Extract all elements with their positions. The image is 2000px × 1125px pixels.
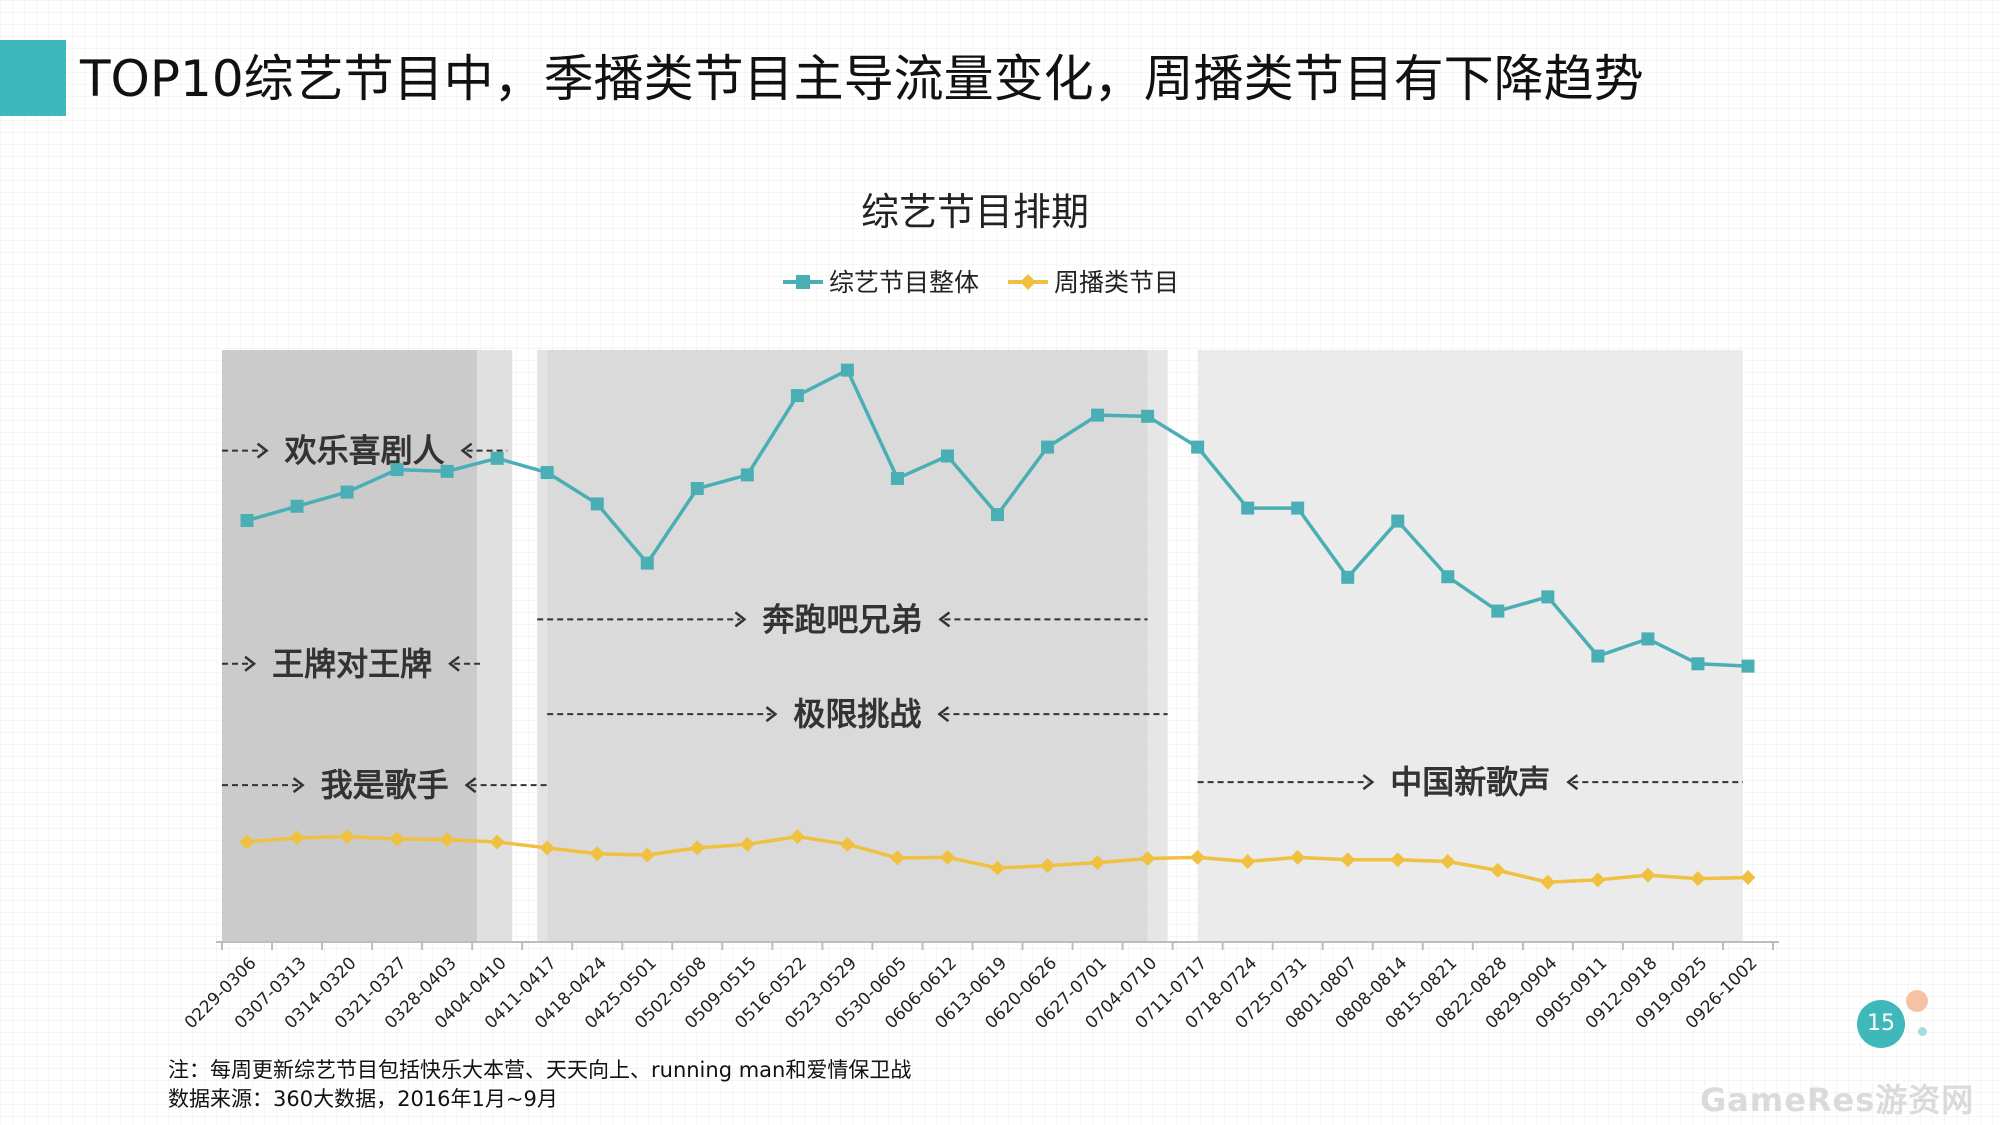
series-0-point	[1291, 501, 1305, 515]
annotation-arrow-left	[937, 706, 950, 723]
series-0-point	[1341, 570, 1355, 584]
annotation-label-0: 欢乐喜剧人	[284, 432, 445, 470]
series-0-point	[1691, 657, 1705, 671]
legend-marker-0	[796, 275, 810, 289]
series-1-point	[1190, 849, 1206, 865]
annotation-arrow-right	[1362, 774, 1375, 791]
series-0-point	[1541, 590, 1555, 604]
annotation-arrow-left	[448, 655, 460, 672]
series-1-point	[539, 840, 555, 856]
watermark-logo: GameRes游资网	[1700, 1081, 1975, 1119]
series-0-point	[790, 389, 804, 403]
series-0-point	[1641, 632, 1655, 646]
annotation-label-5: 中国新歌声	[1390, 763, 1550, 801]
decor-dot-teal	[1918, 1027, 1927, 1036]
decor-dot-orange	[1906, 990, 1928, 1012]
series-0-point	[1741, 659, 1755, 673]
series-0-point	[240, 513, 254, 527]
series-0-point	[1141, 409, 1155, 423]
series-0-point	[1491, 604, 1505, 618]
series-1-point	[889, 850, 905, 866]
series-1-point	[439, 832, 455, 848]
series-1-point	[589, 846, 605, 862]
series-1-point	[939, 849, 955, 865]
footnotes: 注：每周更新综艺节目包括快乐大本营、天天向上、running man和爱情保卫战…	[168, 1056, 911, 1114]
shaded-period-1	[477, 350, 513, 942]
annotation-arrow-right	[244, 655, 257, 672]
annotation-label-3: 奔跑吧兄弟	[762, 600, 922, 638]
series-0-point	[390, 463, 404, 477]
series-1-point	[789, 829, 805, 845]
annotation-arrow-left	[938, 611, 951, 628]
annotation-label-1: 王牌对王牌	[272, 645, 432, 683]
chart-title: 综艺节目排期	[861, 190, 1089, 234]
series-1-point	[1640, 867, 1656, 883]
series-1-point	[639, 847, 655, 863]
series-1-point	[1740, 869, 1756, 885]
series-0-point	[590, 497, 604, 511]
series-1-point	[239, 834, 255, 850]
series-0-point	[540, 466, 554, 480]
series-0-point	[991, 508, 1004, 522]
shaded-period-2	[537, 350, 548, 942]
series-1-point	[1340, 852, 1356, 868]
legend-label-1: 周播类节目	[1054, 268, 1179, 297]
series-0-point	[1041, 440, 1055, 454]
series-0-point	[890, 471, 904, 485]
series-0-point	[940, 449, 954, 463]
series-1-point	[990, 860, 1005, 876]
series-0-point	[1591, 649, 1605, 663]
series-1-point	[1140, 851, 1156, 867]
annotation-arrow-left	[464, 777, 477, 794]
title-accent-bar	[0, 40, 66, 116]
series-0-point	[1191, 440, 1205, 454]
slide-title: TOP10综艺节目中，季播类节目主导流量变化，周播类节目有下降趋势	[80, 50, 1644, 108]
shaded-period-5	[1197, 350, 1743, 942]
series-0-point	[290, 499, 304, 513]
legend-label-0: 综艺节目整体	[829, 268, 979, 297]
series-1-point	[739, 836, 755, 852]
annotation-arrow-right	[292, 777, 305, 794]
series-1-point	[1690, 871, 1706, 887]
series-1-point	[689, 840, 705, 856]
series-1-point	[1440, 853, 1456, 869]
series-1-point	[1290, 849, 1306, 865]
series-0-point	[1391, 514, 1405, 528]
series-0-point	[440, 464, 454, 478]
series-0-point	[490, 451, 504, 465]
series-0-point	[740, 468, 754, 482]
annotation-arrow-right	[734, 611, 747, 628]
legend-marker-1	[1020, 274, 1036, 290]
series-0-point	[1241, 501, 1255, 515]
series-1-point	[1590, 872, 1606, 888]
series-1-point	[489, 834, 505, 850]
series-0-point	[1441, 570, 1455, 584]
series-1-point	[289, 830, 305, 846]
annotation-label-4: 极限挑战	[793, 695, 921, 733]
series-1-point	[1390, 852, 1406, 868]
footnote-source: 数据来源：360大数据，2016年1月~9月	[168, 1087, 558, 1111]
series-1-point	[839, 836, 855, 852]
series-1-point	[1240, 853, 1256, 869]
series-0-point	[690, 482, 704, 496]
series-0-point	[340, 485, 354, 499]
series-0-point	[640, 556, 654, 570]
annotation-label-2: 我是歌手	[321, 766, 449, 804]
annotation-arrow-right	[256, 442, 269, 459]
series-1-point	[1090, 855, 1106, 871]
footnote-note: 注：每周更新综艺节目包括快乐大本营、天天向上、running man和爱情保卫战	[168, 1058, 912, 1082]
annotation-arrow-right	[765, 706, 778, 723]
series-1-point	[1490, 862, 1506, 878]
series-1-point	[339, 829, 355, 845]
series-0-point	[840, 363, 854, 377]
annotation-arrow-left	[460, 442, 473, 459]
page-number: 15	[1857, 1000, 1905, 1048]
series-0-point	[1091, 408, 1105, 422]
series-1-point	[389, 831, 405, 847]
series-1-point	[1540, 874, 1556, 890]
shaded-period-4	[1147, 350, 1168, 942]
series-1-point	[1040, 858, 1056, 874]
annotation-arrow-left	[1566, 774, 1579, 791]
